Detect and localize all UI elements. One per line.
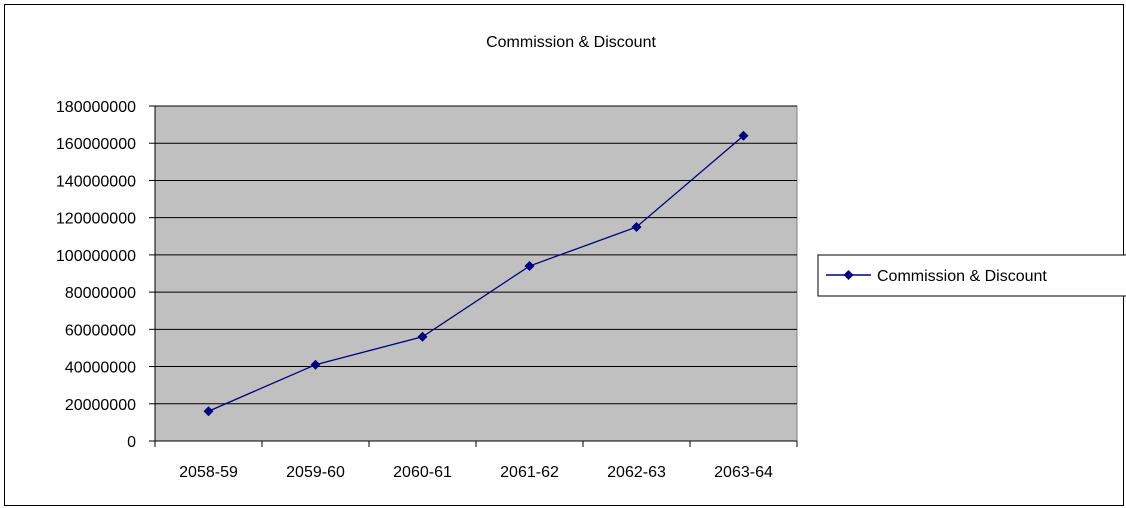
y-tick-label: 20000000 xyxy=(65,397,136,414)
legend: Commission & Discount xyxy=(817,254,1126,297)
series-line xyxy=(208,135,744,412)
y-tick-label: 140000000 xyxy=(56,173,136,190)
x-tick-label: 2060-61 xyxy=(393,464,452,481)
data-point xyxy=(310,359,321,370)
y-tick-label: 180000000 xyxy=(56,99,136,116)
x-tick-label: 2063-64 xyxy=(714,464,773,481)
x-tick-label: 2062-63 xyxy=(607,464,666,481)
plot-background xyxy=(154,105,798,442)
y-tick-label: 160000000 xyxy=(56,136,136,153)
y-tick-label: 60000000 xyxy=(65,322,136,339)
y-tick-label: 40000000 xyxy=(65,360,136,377)
data-point xyxy=(738,130,749,141)
data-point xyxy=(631,221,642,232)
y-tick-label: 0 xyxy=(127,434,136,451)
legend-series-marker xyxy=(843,270,854,280)
legend-series-label: Commission & Discount xyxy=(877,268,1047,285)
x-tick-label: 2058-59 xyxy=(179,464,238,481)
y-tick-label: 80000000 xyxy=(65,285,136,302)
x-tick-label: 2061-62 xyxy=(500,464,559,481)
y-tick-label: 100000000 xyxy=(56,248,136,265)
data-point xyxy=(203,406,214,417)
plot-area: 0 20000000 40000000 60000000 80000000 1000000… xyxy=(56,99,798,481)
data-point xyxy=(417,331,428,342)
data-point xyxy=(524,261,535,272)
x-tick-label: 2059-60 xyxy=(286,464,345,481)
y-tick-label: 120000000 xyxy=(56,211,136,228)
chart-title: Commission & Discount xyxy=(486,34,656,51)
